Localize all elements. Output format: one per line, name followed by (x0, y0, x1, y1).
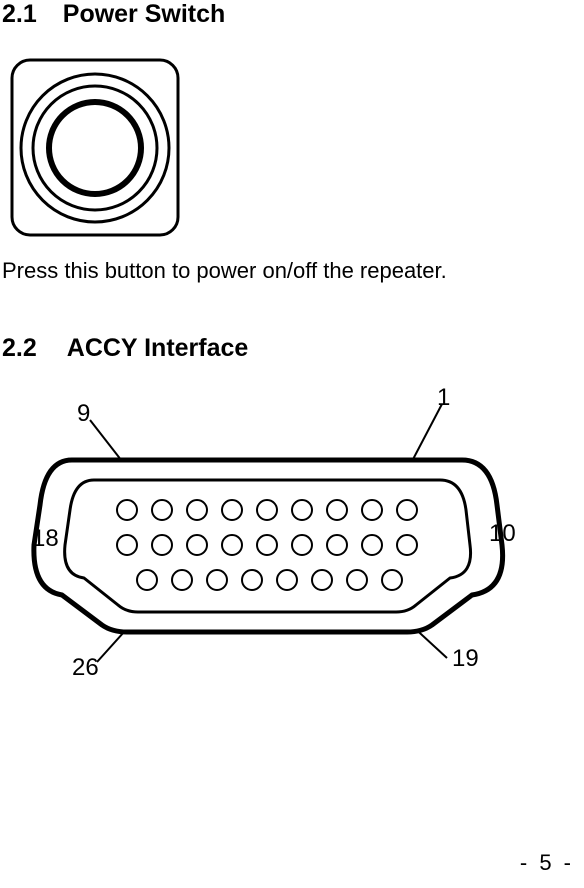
pin-label-10: 10 (489, 520, 516, 548)
section-2-2-heading: 2.2 ACCY Interface (2, 334, 248, 363)
page: 2.1 Power Switch Press this button to pow… (0, 0, 584, 888)
pin-label-9: 9 (77, 400, 90, 428)
section-title: ACCY Interface (67, 334, 249, 363)
pin-label-26: 26 (72, 654, 99, 682)
section-2-1-body: Press this button to power on/off the re… (2, 258, 447, 284)
pin-label-1: 1 (437, 384, 450, 412)
power-switch-figure (10, 58, 180, 240)
page-number: - 5 - (520, 850, 574, 876)
section-number: 2.1 (2, 0, 37, 29)
section-title: Power Switch (63, 0, 226, 29)
section-number: 2.2 (2, 334, 37, 363)
section-2-1-heading: 2.1 Power Switch (2, 0, 225, 29)
pin-label-18: 18 (32, 525, 59, 553)
accy-connector-figure: 9 1 18 10 26 19 (12, 400, 532, 700)
pin-label-19: 19 (452, 645, 479, 673)
